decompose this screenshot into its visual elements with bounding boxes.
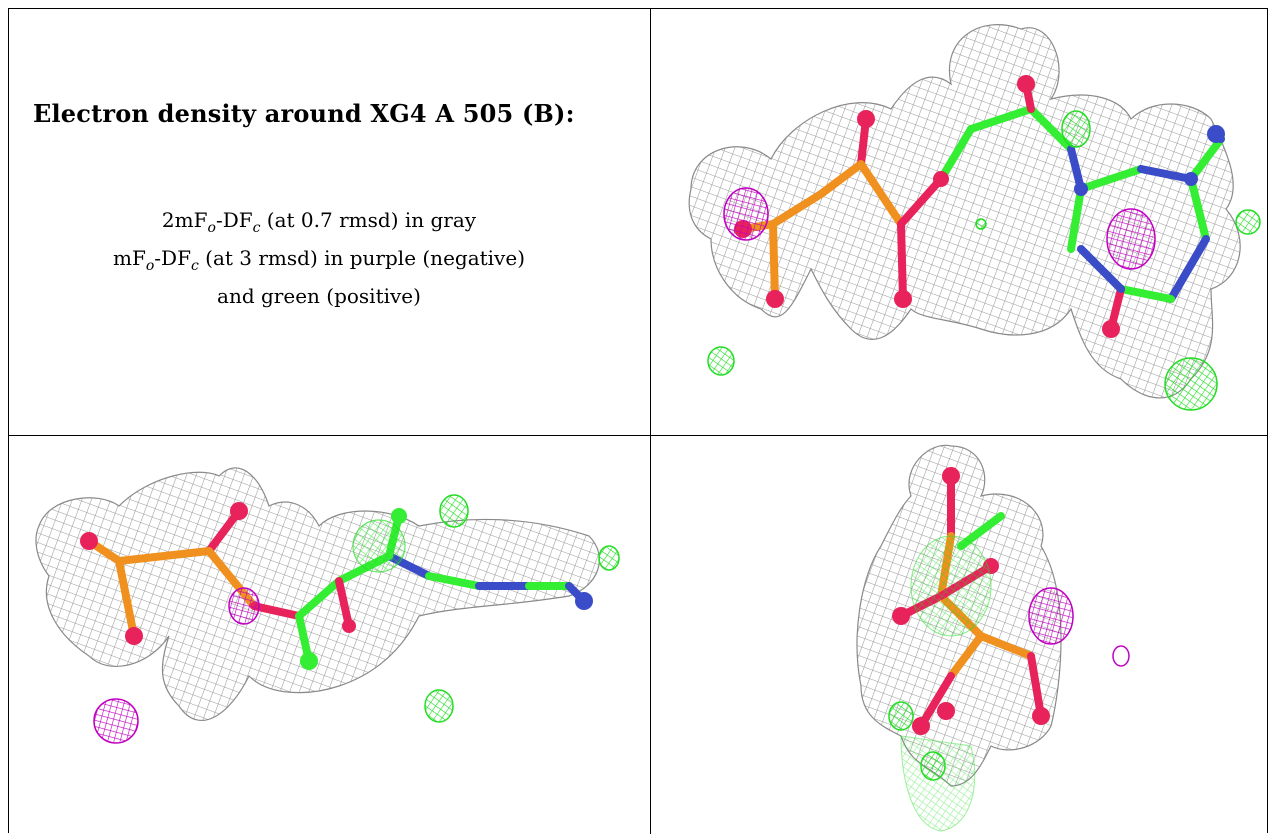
density-view-2 bbox=[9, 436, 650, 834]
density-map-view-icon bbox=[35, 467, 620, 744]
figure-table: Electron density around XG4 A 505 (B): 2… bbox=[8, 8, 1268, 834]
density-map-view-icon bbox=[688, 24, 1261, 411]
map-legend: 2mFo-DFc (at 0.7 rmsd) in gray mFo-DFc (… bbox=[39, 205, 599, 311]
legend-line-fofc: mFo-DFc (at 3 rmsd) in purple (negative) bbox=[113, 246, 525, 274]
legend-line-positive: and green (positive) bbox=[217, 284, 421, 308]
density-view-3 bbox=[651, 436, 1267, 834]
density-view-1 bbox=[651, 9, 1267, 435]
column-divider bbox=[650, 9, 651, 834]
density-map-view-icon bbox=[856, 444, 1130, 832]
caption-cell: Electron density around XG4 A 505 (B): 2… bbox=[9, 9, 650, 435]
row-divider bbox=[9, 435, 1267, 436]
figure-title: Electron density around XG4 A 505 (B): bbox=[33, 99, 575, 128]
legend-line-2fofc: 2mFo-DFc (at 0.7 rmsd) in gray bbox=[161, 208, 477, 236]
